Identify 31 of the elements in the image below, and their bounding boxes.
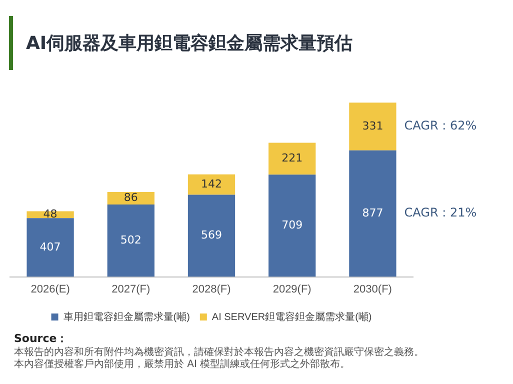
legend-label: 車用鉭電容鉭金屬需求量(噸): [63, 310, 190, 323]
bar: [268, 142, 316, 175]
data-label: 709: [282, 218, 303, 232]
bar: [188, 174, 236, 195]
bar: [349, 150, 396, 277]
data-label: 331: [362, 119, 384, 132]
legend-label: AI SERVER鉭電容鉭金屬需求量(噸): [212, 310, 372, 323]
x-tick-label: 2026(E): [30, 283, 70, 296]
x-tick-label: 2027(F): [112, 283, 150, 296]
text: 本內容僅授權客戶內部使用，嚴禁用於 AI 模型訓練或任何形式之外部散布。: [14, 359, 352, 371]
data-label: 877: [362, 206, 384, 220]
bar: [107, 204, 154, 277]
bar: [268, 174, 316, 277]
bar: [188, 194, 236, 277]
data-label: 221: [282, 152, 303, 165]
x-tick-label: 2029(F): [272, 283, 312, 296]
bar: [349, 102, 396, 150]
text: 本報告的內容和所有附件均為機密資訊，請確保對於本報告內容之機密資訊嚴守保密之義務。: [14, 347, 424, 358]
data-label: 86: [124, 191, 138, 204]
data-label: 502: [120, 233, 142, 246]
bar: [26, 218, 74, 277]
x-tick-label: 2028(F): [192, 283, 231, 296]
data-label: 407: [40, 240, 61, 254]
annotation: CAGR : 21%: [404, 206, 477, 220]
annotation: CAGR : 62%: [404, 118, 477, 133]
data-label: 142: [201, 177, 222, 190]
x-tick-label: 2030(F): [353, 283, 392, 296]
source-note: Source：: [14, 332, 69, 345]
data-label: 48: [43, 208, 58, 221]
data-label: 569: [201, 228, 222, 242]
chart-title: AI伺服器及車用鉭電容鉭金屬需求量預估: [26, 32, 353, 55]
